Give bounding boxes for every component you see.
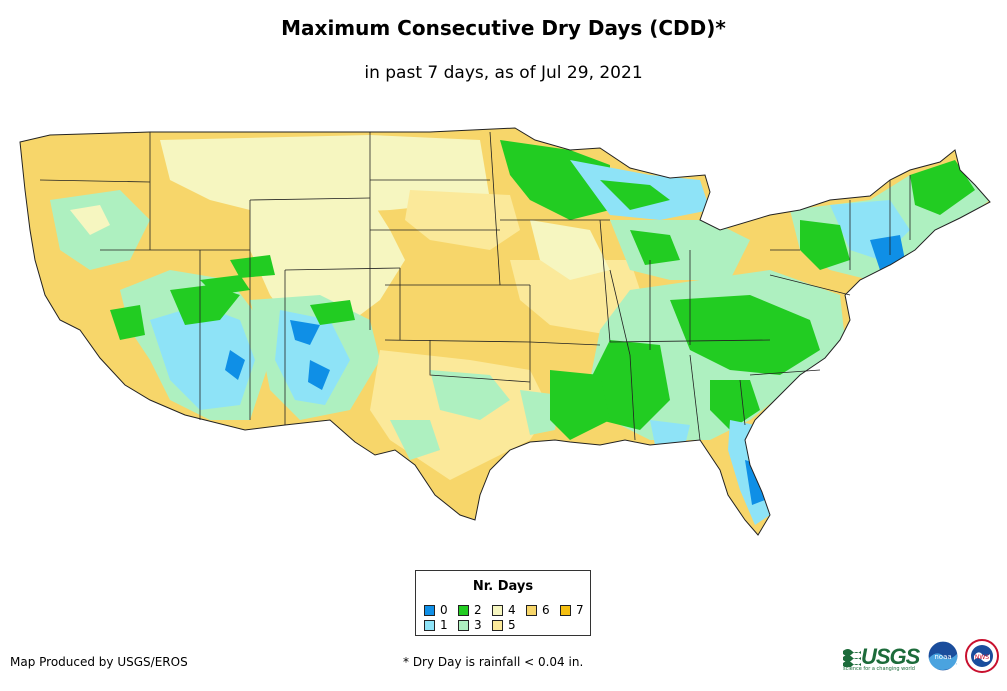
legend-label: 7 [576,603,584,617]
legend-swatch [458,619,469,631]
legend-label: 6 [542,603,550,617]
legend-label: 0 [440,603,448,617]
legend-swatch [424,604,435,616]
legend-label: 1 [440,618,448,632]
usgs-logo: USGS [843,644,920,670]
legend-swatch [492,619,503,631]
legend-swatch [526,604,537,616]
legend: Nr. Days 0 1 2 3 4 5 6 7 [415,570,591,636]
svg-text:NWS: NWS [975,654,989,661]
legend-item-2: 2 [458,603,482,617]
usgs-tagline: science for a changing world [843,666,915,672]
legend-item-0: 0 [424,603,448,617]
legend-item-4: 4 [492,603,516,617]
map-subtitle: in past 7 days, as of Jul 29, 2021 [364,63,643,83]
legend-item-7: 7 [560,603,584,617]
legend-label: 4 [508,603,516,617]
agency-logos: USGS science for a changing world noaa N… [843,638,1001,678]
legend-swatch [492,604,503,616]
svg-text:noaa: noaa [934,653,951,661]
legend-title: Nr. Days [472,579,534,594]
usgs-wave-icon [843,649,861,667]
usgs-wordmark: USGS [861,644,920,669]
legend-item-6: 6 [526,603,550,617]
legend-label: 2 [474,603,482,617]
legend-swatch [424,619,435,631]
legend-swatch [560,604,571,616]
legend-item-1: 1 [424,618,448,632]
legend-item-3: 3 [458,618,482,632]
legend-swatch [458,604,469,616]
nws-logo-icon: NWS [965,639,999,673]
credit-text: Map Produced by USGS/EROS [10,655,188,669]
legend-label: 3 [474,618,482,632]
map-title: Maximum Consecutive Dry Days (CDD)* [281,16,726,40]
dry-day-note: * Dry Day is rainfall < 0.04 in. [403,655,584,669]
legend-item-5: 5 [492,618,516,632]
us-cdd-map [19,127,991,536]
legend-label: 5 [508,618,516,632]
noaa-logo-icon: noaa [927,640,959,672]
